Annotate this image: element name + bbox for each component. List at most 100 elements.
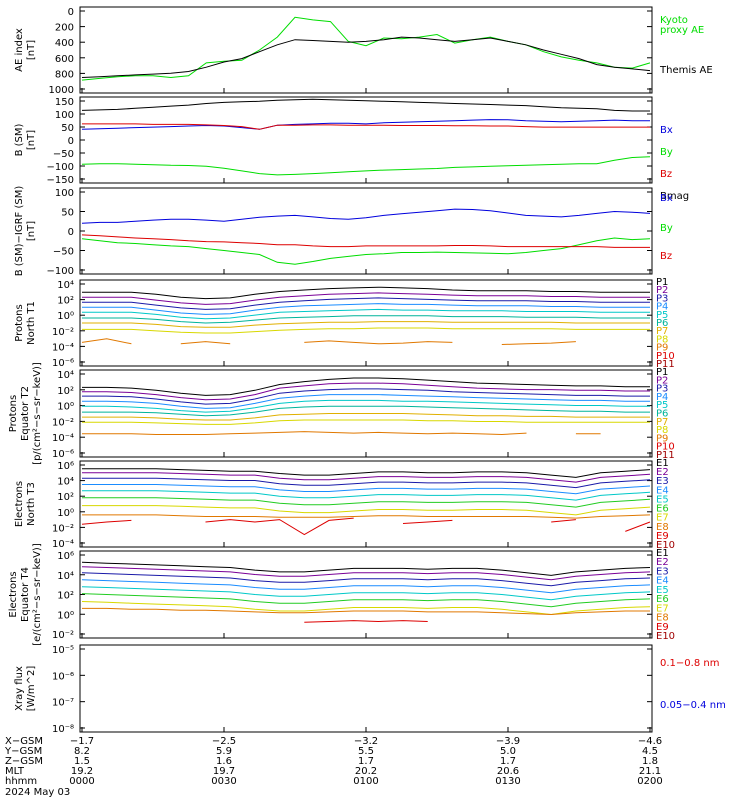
y-tick-label: −50 xyxy=(53,149,74,160)
y-tick-label: 150 xyxy=(55,97,74,108)
legend-entry: P2 xyxy=(656,285,668,296)
legend-entry: P5 xyxy=(656,310,668,321)
y-tick-label: 10² xyxy=(57,296,74,307)
y-tick-label: 10⁻⁷ xyxy=(52,698,74,709)
date-label: 2024 May 03 xyxy=(5,787,70,798)
legend-entry: By xyxy=(660,147,673,158)
y-tick-label: 10⁻⁶ xyxy=(52,671,74,682)
series-line-p2 xyxy=(82,292,650,305)
series-line-p1 xyxy=(82,377,650,396)
series-line-e1 xyxy=(81,561,651,576)
y-axis-label: [nT] xyxy=(26,40,37,60)
legend-entry: E10 xyxy=(656,631,675,642)
legend-entry: E4 xyxy=(656,485,669,496)
y-tick-label: 1000 xyxy=(49,85,74,96)
series-line-bx xyxy=(81,208,651,224)
series-line-p3 xyxy=(82,297,650,310)
legend-entry: E8 xyxy=(656,522,669,533)
series-line-themis-ae xyxy=(81,36,651,78)
series-line-e7 xyxy=(81,601,651,616)
series-line-p7 xyxy=(82,413,650,421)
y-axis-label: [e/(cm²−s−sr−keV)] xyxy=(32,543,43,646)
legend-entry: P3 xyxy=(656,293,668,304)
ephemeris-value: 1.8 xyxy=(642,756,658,767)
series-line-p5 xyxy=(82,399,650,413)
ephemeris-value: 5.5 xyxy=(358,746,374,757)
ephemeris-value: 0130 xyxy=(495,776,520,787)
ephemeris-value: −1.7 xyxy=(70,736,94,747)
y-tick-label: 100 xyxy=(55,110,74,121)
y-tick-label: −100 xyxy=(47,266,74,277)
y-tick-label: 10⁻⁵ xyxy=(52,645,74,656)
series-line-e9 xyxy=(304,620,428,623)
series-line-e6 xyxy=(82,497,651,508)
series-line-p6 xyxy=(82,315,650,324)
legend-entry: E8 xyxy=(656,613,669,624)
y-tick-label: 10⁻² xyxy=(52,630,74,641)
y-tick-label: 10² xyxy=(57,386,74,397)
legend-entry: Bz xyxy=(660,169,672,180)
series-line-e5 xyxy=(82,490,651,501)
y-tick-label: 50 xyxy=(61,123,74,134)
y-tick-label: 10⁶ xyxy=(57,461,74,472)
y-tick-label: 10⁻² xyxy=(52,327,74,338)
y-axis-label: [nT] xyxy=(26,130,37,150)
ephemeris-row-label: hhmm xyxy=(5,776,37,787)
series-line-p3 xyxy=(82,388,650,405)
y-tick-label: 600 xyxy=(55,54,74,65)
series-line-p4 xyxy=(82,303,650,315)
legend-entry: P9 xyxy=(656,343,668,354)
y-axis-label: [W/m^2] xyxy=(26,666,37,712)
ephemeris-value: 0100 xyxy=(353,776,378,787)
ephemeris-value: −3.2 xyxy=(354,736,378,747)
y-tick-label: −150 xyxy=(47,175,74,186)
legend-entry: P9 xyxy=(656,433,668,444)
legend-entry: P8 xyxy=(656,425,668,436)
panel-frame-0 xyxy=(79,6,653,94)
series-line-e3 xyxy=(82,477,651,489)
legend-entry: E5 xyxy=(656,585,669,596)
series-line-e5 xyxy=(81,586,651,601)
y-tick-label: −50 xyxy=(53,247,74,258)
y-tick-label: 50 xyxy=(61,208,74,219)
ephemeris-value: 0000 xyxy=(69,776,94,787)
legend-entry: E2 xyxy=(656,467,669,478)
y-axis-label: B (SM)−IGRF (SM) xyxy=(14,186,25,277)
series-line-bmag xyxy=(81,98,650,112)
y-tick-label: 10⁰ xyxy=(57,508,74,519)
ephemeris-value: 20.6 xyxy=(497,766,519,777)
legend-entry: P10 xyxy=(656,442,675,453)
y-axis-label: Equator T2 xyxy=(20,386,31,441)
series-line-p7 xyxy=(82,321,650,328)
legend-entry: proxy AE xyxy=(660,25,704,36)
legend-entry: E6 xyxy=(656,504,669,515)
ephemeris-value: 5.9 xyxy=(216,746,232,757)
series-line-e6 xyxy=(81,593,651,608)
y-axis-label: Equator T4 xyxy=(20,567,31,622)
legend-entry: E7 xyxy=(656,603,669,614)
y-tick-label: 10⁻⁴ xyxy=(52,433,74,444)
y-tick-label: 10⁴ xyxy=(57,571,74,582)
legend-entry: P11 xyxy=(656,450,675,461)
legend-entry: E5 xyxy=(656,494,669,505)
y-tick-label: 10⁶ xyxy=(57,551,74,562)
series-line-p1 xyxy=(82,286,650,300)
panel-frame-5 xyxy=(79,460,653,548)
legend-entry: E6 xyxy=(656,594,669,605)
legend-entry: P1 xyxy=(656,367,668,378)
y-axis-label: Xray flux xyxy=(14,666,25,711)
ephemeris-value: −4.6 xyxy=(638,736,662,747)
series-line-p8 xyxy=(82,419,650,425)
y-tick-label: 10⁻⁸ xyxy=(52,724,74,735)
ephemeris-value: 0030 xyxy=(211,776,236,787)
y-tick-label: 10⁻² xyxy=(52,417,74,428)
y-tick-label: 10⁴ xyxy=(57,370,74,381)
legend-entry: P11 xyxy=(656,359,675,370)
panel-frame-6 xyxy=(79,550,653,639)
y-tick-label: 10⁰ xyxy=(57,311,74,322)
series-line-p6 xyxy=(82,405,650,417)
series-line-e8 xyxy=(82,514,651,519)
ephemeris-value: 8.2 xyxy=(74,746,90,757)
y-tick-label: 0 xyxy=(68,7,74,18)
